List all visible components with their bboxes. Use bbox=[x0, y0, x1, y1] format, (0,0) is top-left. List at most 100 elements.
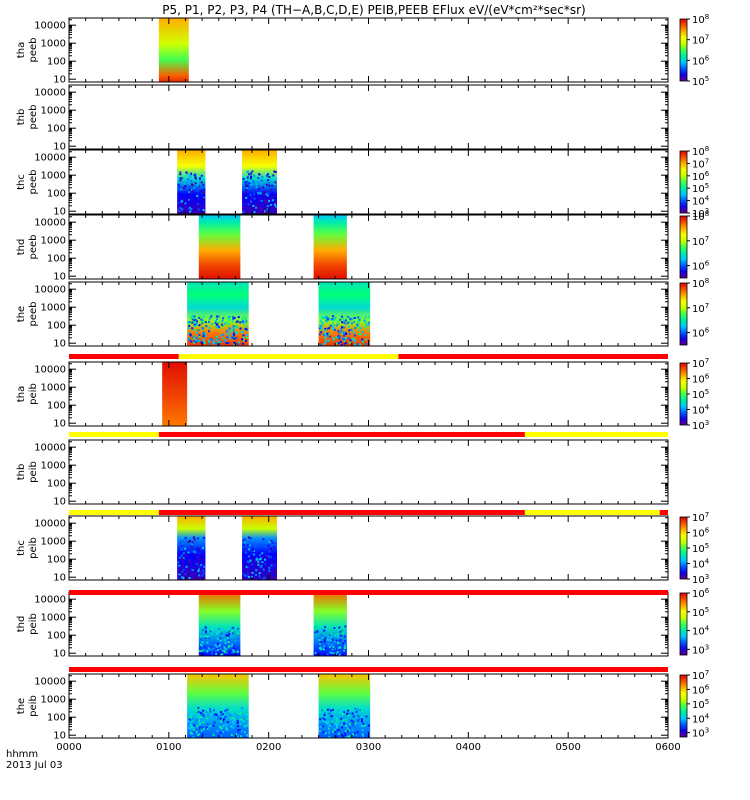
noise-speck bbox=[327, 317, 330, 320]
noise-speck bbox=[334, 316, 337, 319]
noise-speck bbox=[177, 561, 180, 564]
noise-speck bbox=[247, 198, 250, 201]
noise-speck bbox=[326, 721, 329, 724]
noise-speck bbox=[335, 639, 338, 642]
noise-speck bbox=[241, 338, 244, 341]
noise-speck bbox=[344, 734, 347, 736]
noise-speck bbox=[212, 630, 215, 633]
noise-speck bbox=[186, 173, 189, 176]
noise-speck bbox=[344, 322, 347, 325]
noise-speck bbox=[224, 651, 227, 654]
noise-speck bbox=[326, 653, 329, 656]
noise-speck bbox=[250, 172, 253, 175]
noise-speck bbox=[318, 333, 321, 336]
noise-speck bbox=[251, 552, 254, 555]
noise-speck bbox=[244, 551, 247, 554]
noise-speck bbox=[202, 315, 205, 318]
noise-speck bbox=[268, 566, 271, 569]
noise-speck bbox=[332, 339, 335, 341]
noise-speck bbox=[181, 558, 184, 561]
noise-speck bbox=[188, 325, 191, 327]
noise-speck bbox=[325, 644, 328, 646]
noise-speck bbox=[235, 337, 238, 340]
noise-speck bbox=[246, 572, 249, 575]
noise-speck bbox=[358, 316, 361, 319]
noise-speck bbox=[200, 711, 203, 714]
noise-speck bbox=[273, 203, 276, 206]
x-tick-label: 0200 bbox=[256, 742, 281, 753]
noise-speck bbox=[242, 336, 245, 339]
noise-speck bbox=[247, 555, 250, 558]
noise-speck bbox=[264, 195, 267, 198]
noise-speck bbox=[328, 646, 331, 648]
noise-speck bbox=[265, 202, 268, 205]
y-tick-label: 1000 bbox=[41, 461, 66, 472]
noise-speck bbox=[354, 722, 357, 725]
noise-speck bbox=[201, 322, 204, 325]
colorbar-tick-label: 104 bbox=[692, 195, 710, 208]
noise-speck bbox=[228, 333, 230, 336]
y-tick-label: 10000 bbox=[34, 153, 66, 164]
noise-speck bbox=[212, 340, 215, 343]
noise-speck bbox=[242, 178, 245, 180]
noise-speck bbox=[344, 652, 347, 655]
noise-speck bbox=[243, 541, 246, 544]
noise-speck bbox=[321, 316, 324, 318]
y-tick-label: 10 bbox=[53, 649, 66, 660]
colorbar-tick-label: 106 bbox=[692, 587, 710, 600]
noise-speck bbox=[345, 319, 348, 322]
noise-speck bbox=[211, 643, 214, 646]
noise-speck bbox=[346, 710, 349, 713]
noise-speck bbox=[188, 726, 190, 729]
noise-speck bbox=[346, 736, 349, 738]
mode-bar-segment bbox=[398, 354, 668, 359]
noise-speck bbox=[180, 188, 183, 191]
noise-speck bbox=[211, 627, 214, 630]
mode-bar-segment bbox=[178, 354, 399, 359]
noise-speck bbox=[273, 546, 276, 549]
noise-speck bbox=[254, 560, 257, 563]
noise-speck bbox=[255, 558, 258, 561]
noise-speck bbox=[196, 202, 199, 205]
y-tick-label: 1000 bbox=[41, 303, 66, 314]
noise-speck bbox=[357, 712, 359, 715]
noise-speck bbox=[193, 553, 195, 556]
noise-speck bbox=[348, 723, 351, 726]
noise-speck bbox=[267, 173, 269, 176]
noise-speck bbox=[367, 724, 370, 727]
noise-speck bbox=[319, 718, 322, 721]
y-axis-label-probe: thb bbox=[16, 109, 27, 126]
noise-speck bbox=[213, 714, 216, 717]
colorbar bbox=[679, 516, 688, 580]
noise-speck bbox=[231, 334, 234, 336]
noise-speck bbox=[323, 638, 326, 641]
noise-speck bbox=[339, 650, 342, 653]
noise-speck bbox=[346, 321, 349, 324]
noise-speck bbox=[340, 723, 343, 726]
noise-speck bbox=[211, 629, 214, 632]
noise-speck bbox=[179, 173, 182, 176]
noise-speck bbox=[237, 632, 239, 635]
noise-speck bbox=[194, 318, 197, 321]
noise-speck bbox=[337, 322, 340, 325]
noise-speck bbox=[357, 718, 360, 721]
noise-speck bbox=[196, 340, 199, 343]
noise-speck bbox=[228, 632, 231, 635]
noise-speck bbox=[194, 176, 197, 179]
noise-speck bbox=[245, 189, 248, 191]
noise-speck bbox=[191, 315, 194, 318]
noise-speck bbox=[324, 327, 327, 330]
noise-speck bbox=[199, 205, 201, 208]
noise-speck bbox=[354, 340, 357, 343]
x-axis-label-date: 2013 Jul 03 bbox=[6, 760, 63, 771]
noise-speck bbox=[344, 718, 347, 721]
y-tick-label: 1000 bbox=[41, 39, 66, 50]
noise-speck bbox=[318, 734, 321, 737]
noise-speck bbox=[198, 548, 201, 551]
mode-bar-segment bbox=[659, 510, 668, 515]
noise-speck bbox=[237, 725, 240, 728]
noise-speck bbox=[326, 327, 329, 330]
noise-speck bbox=[206, 707, 209, 710]
noise-speck bbox=[350, 719, 353, 722]
noise-speck bbox=[346, 712, 349, 715]
